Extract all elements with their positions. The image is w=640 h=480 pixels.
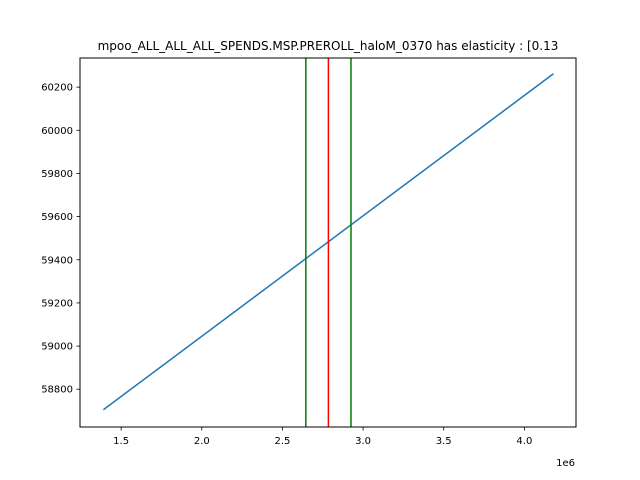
x-tick-label: 3.0 [355,436,371,447]
x-tick-label: 2.5 [274,436,290,447]
x-tick-label: 2.0 [194,436,210,447]
plot-frame [79,57,577,428]
y-tick-label: 59800 [41,169,73,180]
x-axis-offset-label: 1e6 [556,458,575,469]
y-tick-label: 58800 [41,385,73,396]
x-tick-label: 4.0 [516,436,532,447]
y-tick-label: 59600 [41,212,73,223]
y-tick-label: 59000 [41,342,73,353]
y-tick-label: 59200 [41,298,73,309]
y-tick-label: 60200 [41,83,73,94]
x-axis: 1.5 2.0 2.5 3.0 3.5 4.0 [113,427,532,447]
y-tick-label: 59400 [41,255,73,266]
x-tick-label: 1.5 [113,436,129,447]
plot-content [102,58,554,427]
x-tick-label: 3.5 [436,436,452,447]
y-tick-label: 60000 [41,126,73,137]
y-axis: 58800 59000 59200 59400 59600 59800 60000 60200 [41,83,80,396]
chart-title: mpoo_ALL_ALL_ALL_SPENDS.MSP.PREROLL_halo… [98,39,559,53]
